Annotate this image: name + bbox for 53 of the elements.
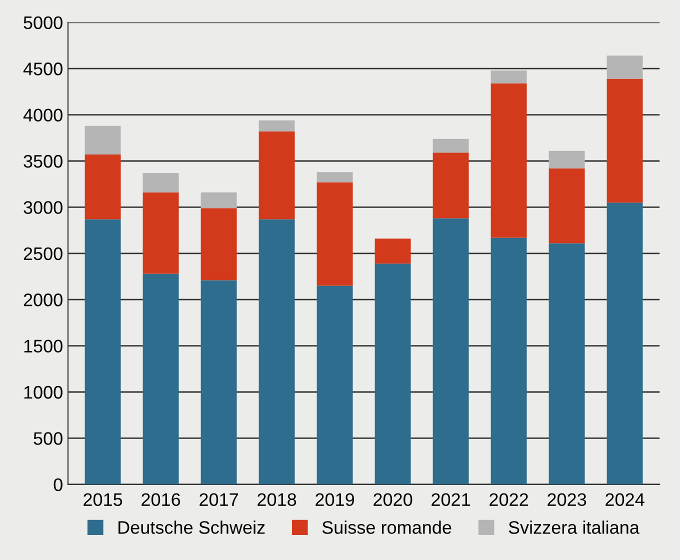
bar (316, 172, 353, 182)
y-tick-label: 500 (34, 432, 62, 445)
bar (142, 192, 179, 274)
legend-label: Deutsche Schweiz (118, 520, 265, 534)
x-tick-label: 2020 (374, 493, 412, 506)
bar (490, 238, 527, 484)
legend-label: Svizzera italiana (508, 520, 640, 534)
bar (432, 218, 469, 484)
y-tick-label: 4000 (23, 108, 62, 122)
bar (84, 219, 121, 484)
bar (200, 280, 237, 484)
bar (490, 83, 527, 238)
y-tick-label: 4500 (23, 62, 62, 76)
bar (316, 182, 353, 286)
x-tick-label: 2017 (200, 493, 238, 506)
y-tick-label: 1000 (24, 386, 62, 399)
bar (432, 138, 469, 153)
bar (200, 208, 237, 280)
bar (316, 286, 353, 484)
legend-label: Suisse romande (322, 520, 452, 534)
bar (606, 202, 643, 484)
x-tick-label: 2022 (490, 493, 528, 506)
y-tick-label: 2500 (24, 247, 62, 260)
bar (606, 78, 643, 203)
bar (548, 168, 585, 244)
bar (258, 219, 295, 484)
x-tick-label: 2019 (316, 493, 354, 506)
bar (258, 131, 295, 220)
x-tick-label: 2015 (84, 493, 122, 506)
bar (84, 154, 121, 220)
bar (606, 56, 643, 79)
bar (200, 192, 237, 208)
bar (490, 70, 527, 84)
y-tick-label: 2000 (24, 294, 62, 306)
bar (374, 238, 411, 264)
bar (142, 173, 179, 192)
y-tick-label: 0 (54, 478, 62, 492)
bar (374, 264, 411, 484)
bar (142, 274, 179, 484)
bar (548, 150, 585, 168)
y-tick-label: 5000 (24, 16, 62, 30)
bar (548, 243, 585, 484)
x-tick-label: 2021 (432, 493, 470, 506)
bar (84, 126, 121, 155)
y-tick-label: 3000 (24, 201, 62, 214)
y-tick-label: 3500 (24, 154, 62, 168)
x-tick-label: 2024 (606, 493, 644, 506)
bar (432, 152, 469, 218)
x-tick-label: 2016 (142, 493, 180, 506)
bar (258, 120, 295, 132)
x-tick-label: 2018 (258, 493, 296, 506)
x-tick-label: 2023 (548, 493, 586, 506)
y-tick-label: 1500 (24, 340, 62, 353)
